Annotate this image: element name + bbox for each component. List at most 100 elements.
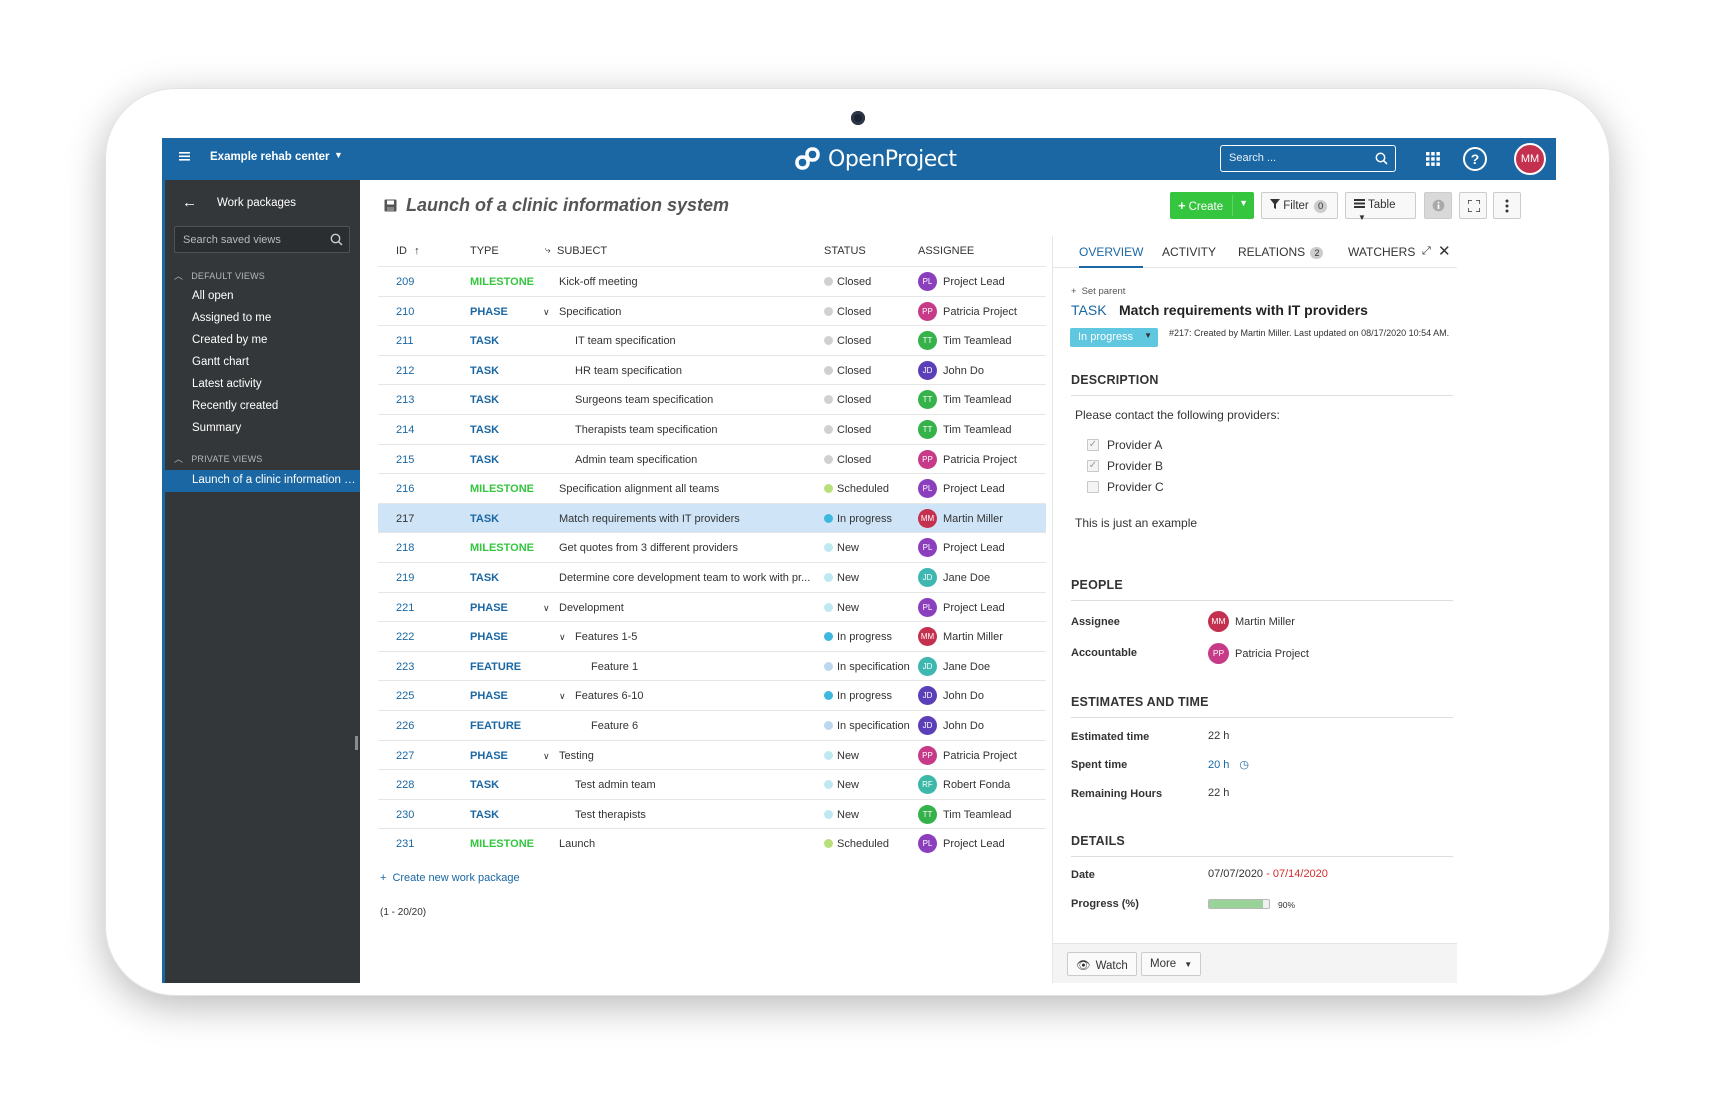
search-input[interactable]	[1221, 146, 1366, 170]
row-subject[interactable]: HR team specification	[575, 364, 682, 377]
table-row[interactable]: 219 TASK Determine core development team…	[378, 561, 1046, 592]
user-avatar[interactable]: MM	[1514, 143, 1546, 175]
row-id[interactable]: 218	[396, 542, 415, 555]
table-row[interactable]: 231 MILESTONE Launch Scheduled PL Projec…	[378, 828, 1046, 858]
table-row[interactable]: 209 MILESTONE Kick-off meeting Closed PL…	[378, 266, 1046, 296]
remaining-hours-value[interactable]: 22 h	[1208, 787, 1230, 799]
chevron-down-icon[interactable]: ▼	[334, 150, 343, 160]
sidebar-item-assigned-to-me[interactable]: Assigned to me	[192, 312, 272, 324]
row-subject[interactable]: Development	[559, 601, 624, 614]
table-row[interactable]: 214 TASK Therapists team specification C…	[378, 413, 1046, 444]
tab-relations[interactable]: RELATIONS 2	[1238, 245, 1324, 259]
more-button[interactable]: More ▼	[1141, 952, 1202, 976]
table-row[interactable]: 227 PHASE ∨ Testing New PP Patricia Proj…	[378, 739, 1046, 770]
row-status[interactable]: New	[824, 602, 859, 614]
row-assignee[interactable]: Jane Doe	[943, 660, 991, 673]
saved-views-search-input[interactable]	[175, 227, 325, 253]
chevron-down-icon[interactable]: ∨	[543, 306, 550, 317]
row-status[interactable]: Closed	[824, 276, 871, 288]
row-id[interactable]: 226	[396, 719, 415, 732]
modules-grid-icon[interactable]	[1426, 152, 1440, 166]
row-id[interactable]: 222	[396, 631, 415, 644]
row-assignee[interactable]: Tim Teamlead	[943, 394, 1012, 407]
hierarchy-icon[interactable]: ⤷	[545, 245, 551, 256]
sort-ascending-icon[interactable]: ↑	[414, 245, 420, 257]
provider-b-checkbox[interactable]: ✓	[1087, 460, 1099, 472]
row-assignee[interactable]: Tim Teamlead	[943, 423, 1012, 436]
progress-bar[interactable]	[1208, 899, 1270, 909]
row-assignee[interactable]: Robert Fonda	[943, 779, 1011, 792]
sidebar-item-latest-activity[interactable]: Latest activity	[192, 378, 262, 390]
column-header-subject[interactable]: SUBJECT	[557, 245, 608, 257]
row-assignee[interactable]: Patricia Project	[943, 749, 1017, 762]
table-row[interactable]: 223 FEATURE Feature 1 In specification J…	[378, 650, 1046, 681]
column-header-id[interactable]: ID ↑	[396, 245, 420, 257]
more-actions-button[interactable]	[1493, 192, 1521, 219]
row-id[interactable]: 212	[396, 364, 415, 377]
row-assignee[interactable]: John Do	[943, 364, 984, 377]
close-icon[interactable]: ✕	[1438, 243, 1451, 260]
table-row[interactable]: 211 TASK IT team specification Closed TT…	[378, 325, 1046, 355]
sidebar-resize-handle[interactable]	[355, 736, 358, 750]
tab-activity[interactable]: ACTIVITY	[1162, 245, 1217, 259]
row-status[interactable]: Scheduled	[824, 483, 889, 495]
table-row[interactable]: 216 MILESTONE Specification alignment al…	[378, 473, 1046, 503]
row-assignee[interactable]: Martin Miller	[943, 631, 1003, 644]
row-status[interactable]: Closed	[824, 306, 871, 318]
hamburger-menu-icon[interactable]	[179, 150, 192, 166]
row-id[interactable]: 227	[396, 749, 415, 762]
row-subject[interactable]: Surgeons team specification	[575, 394, 714, 407]
default-views-header[interactable]: ︿ DEFAULT VIEWS	[174, 271, 265, 281]
row-status[interactable]: New	[824, 572, 859, 584]
row-id[interactable]: 215	[396, 453, 415, 466]
expand-icon[interactable]: ⤢	[1422, 245, 1431, 257]
clock-icon[interactable]: ◷	[1239, 759, 1250, 771]
row-status[interactable]: Closed	[824, 335, 871, 347]
row-assignee[interactable]: John Do	[943, 719, 984, 732]
table-row[interactable]: 215 TASK Admin team specification Closed…	[378, 443, 1046, 474]
chevron-down-icon[interactable]: ∨	[559, 632, 566, 643]
table-row-selected[interactable]: 217 TASK Match requirements with IT prov…	[378, 502, 1046, 533]
row-subject[interactable]: Features 1-5	[575, 631, 638, 644]
assignee-value[interactable]: Martin Miller	[1235, 616, 1295, 628]
spent-time-value[interactable]: 20 h ◷	[1208, 759, 1250, 771]
row-id[interactable]: 209	[396, 276, 415, 288]
row-assignee[interactable]: Project Lead	[943, 542, 1005, 555]
row-id[interactable]: 231	[396, 838, 415, 851]
row-assignee[interactable]: Project Lead	[943, 838, 1005, 851]
status-dropdown[interactable]: In progress ▼	[1070, 328, 1158, 347]
row-assignee[interactable]: Tim Teamlead	[943, 808, 1012, 821]
sidebar-item-clinic-launch[interactable]: Launch of a clinic information system	[165, 470, 360, 492]
row-status[interactable]: Closed	[824, 394, 871, 406]
row-assignee[interactable]: Jane Doe	[943, 571, 991, 584]
chevron-down-icon[interactable]: ▼	[1239, 198, 1248, 208]
column-header-status[interactable]: STATUS	[824, 245, 866, 257]
row-status[interactable]: New	[824, 542, 859, 554]
row-status[interactable]: New	[824, 750, 859, 762]
table-row[interactable]: 222 PHASE ∨ Features 1-5 In progress MM …	[378, 621, 1046, 651]
table-row[interactable]: 228 TASK Test admin team New RF Robert F…	[378, 769, 1046, 799]
table-row[interactable]: 221 PHASE ∨ Development New PL Project L…	[378, 591, 1046, 622]
row-status[interactable]: New	[824, 779, 859, 791]
provider-a-checkbox[interactable]: ✓	[1087, 439, 1099, 451]
tab-watchers[interactable]: WATCHERS	[1348, 245, 1416, 259]
row-subject[interactable]: Match requirements with IT providers	[559, 512, 740, 525]
row-assignee[interactable]: Project Lead	[943, 601, 1005, 614]
table-row[interactable]: 212 TASK HR team specification Closed JD…	[378, 354, 1046, 385]
page-title[interactable]: Launch of a clinic information system	[406, 195, 730, 215]
row-status[interactable]: Closed	[824, 454, 871, 466]
details-view-button[interactable]	[1424, 192, 1452, 219]
row-subject[interactable]: Specification	[559, 305, 622, 318]
search-icon[interactable]	[1375, 152, 1388, 165]
create-button[interactable]: + Create ▼	[1170, 192, 1254, 219]
row-id[interactable]: 211	[396, 335, 414, 348]
row-subject[interactable]: Kick-off meeting	[559, 276, 638, 288]
row-status[interactable]: In specification	[824, 720, 910, 732]
watch-button[interactable]: 👁 Watch	[1067, 952, 1137, 976]
date-value[interactable]: 07/07/2020 - 07/14/2020	[1208, 868, 1328, 880]
chevron-down-icon[interactable]: ∨	[543, 602, 550, 613]
row-id[interactable]: 217	[396, 512, 415, 525]
row-subject[interactable]: Testing	[559, 749, 594, 762]
row-id[interactable]: 221	[396, 601, 415, 614]
wp-type[interactable]: TASK	[1071, 302, 1107, 318]
